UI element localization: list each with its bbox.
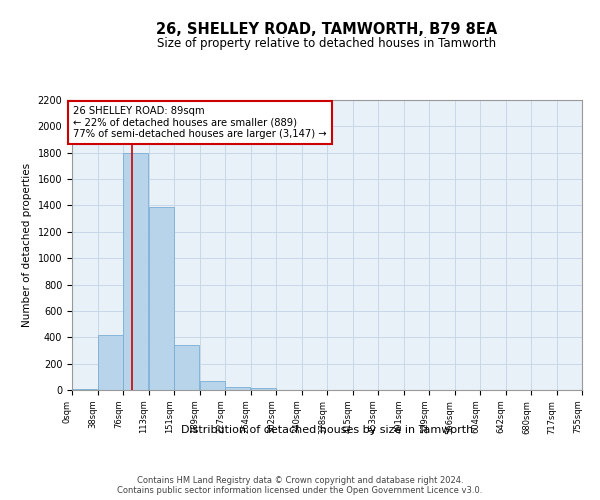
Bar [251, 388, 276, 390]
Bar [97, 334, 123, 390]
Text: Distribution of detached houses by size in Tamworth: Distribution of detached houses by size … [181, 425, 473, 435]
Y-axis label: Number of detached properties: Number of detached properties [22, 163, 32, 327]
Bar [149, 207, 174, 390]
Bar [174, 344, 199, 390]
Text: Size of property relative to detached houses in Tamworth: Size of property relative to detached ho… [157, 38, 497, 51]
Text: 26, SHELLEY ROAD, TAMWORTH, B79 8EA: 26, SHELLEY ROAD, TAMWORTH, B79 8EA [157, 22, 497, 38]
Bar [123, 152, 148, 390]
Bar [225, 386, 250, 390]
Bar [199, 381, 225, 390]
Text: 26 SHELLEY ROAD: 89sqm
← 22% of detached houses are smaller (889)
77% of semi-de: 26 SHELLEY ROAD: 89sqm ← 22% of detached… [73, 106, 327, 139]
Text: Contains HM Land Registry data © Crown copyright and database right 2024.
Contai: Contains HM Land Registry data © Crown c… [118, 476, 482, 495]
